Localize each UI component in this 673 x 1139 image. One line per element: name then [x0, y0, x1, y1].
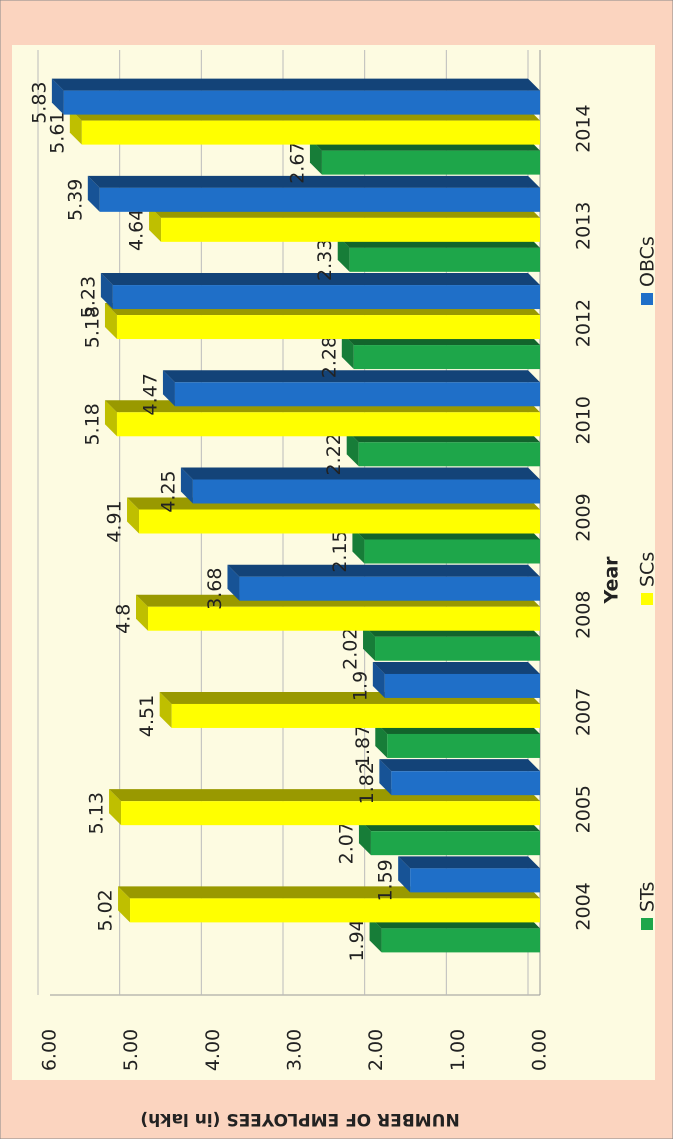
bar	[116, 412, 540, 437]
data-label: 1.82	[356, 762, 378, 804]
x-tick-label: 2010	[573, 396, 595, 444]
data-label: 5.23	[77, 276, 99, 318]
data-label: 4.91	[104, 500, 126, 542]
bar	[161, 217, 540, 242]
x-tick-label: 2008	[573, 591, 595, 639]
legend-swatch	[641, 293, 653, 305]
data-label: 4.51	[136, 695, 158, 737]
bar	[321, 150, 541, 175]
data-label: 2.02	[340, 628, 362, 670]
bar-side	[372, 661, 540, 674]
bar-top	[127, 497, 140, 534]
data-label: 5.02	[95, 889, 117, 931]
x-tick-label: 2007	[573, 688, 595, 736]
bar	[139, 509, 540, 534]
x-tick-label: 2004	[573, 882, 595, 930]
bar	[239, 576, 540, 601]
bar	[121, 801, 541, 826]
data-label: 2.22	[323, 433, 345, 475]
x-tick-label: 2012	[573, 299, 595, 347]
legend-swatch	[641, 593, 653, 605]
y-tick-label: 5.00	[120, 1029, 142, 1071]
data-label: 4.64	[126, 209, 148, 251]
data-label: 2.15	[329, 530, 351, 572]
data-label: 5.39	[64, 179, 86, 221]
bar	[81, 120, 540, 145]
bar	[387, 733, 540, 758]
x-tick-label: 2009	[573, 493, 595, 541]
bar	[370, 831, 541, 856]
x-tick-label: 2005	[573, 785, 595, 833]
x-tick-label: 2014	[573, 104, 595, 152]
bar	[353, 345, 540, 370]
y-tick-label: 6.00	[39, 1029, 61, 1071]
legend-label: OBCs	[637, 236, 659, 287]
bar-side	[51, 78, 540, 91]
data-label: 4.8	[113, 604, 135, 634]
bar-side	[162, 370, 540, 383]
bar	[192, 479, 541, 504]
y-tick-label: 4.00	[202, 1029, 224, 1071]
x-tick-label: 2013	[573, 202, 595, 250]
bar	[130, 898, 541, 923]
bar-side	[87, 175, 540, 188]
bar	[364, 539, 540, 564]
bar	[384, 673, 541, 698]
data-label: 2.67	[286, 141, 308, 183]
bar	[358, 442, 541, 467]
y-tick-label: 1.00	[447, 1029, 469, 1071]
legend-swatch	[641, 918, 653, 930]
data-label: 2.28	[318, 336, 340, 378]
x-axis-title: Year	[601, 556, 623, 605]
data-label: 5.83	[28, 81, 50, 123]
data-label: 1.59	[375, 859, 397, 901]
bar-side	[379, 759, 540, 772]
bar-side	[398, 856, 540, 869]
bar	[174, 382, 540, 407]
data-label: 1.9	[349, 671, 371, 701]
legend-label: STs	[637, 882, 659, 912]
bar	[148, 606, 540, 631]
y-axis-title: NUMBER OF EMPLOYEES (in lakh)	[140, 1109, 459, 1129]
data-label: 1.87	[352, 725, 374, 767]
bar	[349, 247, 541, 272]
chart-body: NUMBER OF EMPLOYEES (in lakh) Year 0.00 1…	[28, 50, 659, 1129]
data-label: 5.18	[81, 306, 103, 348]
bar-side	[180, 467, 540, 480]
bar	[381, 928, 541, 953]
data-label: 2.33	[314, 239, 336, 281]
y-tick-label: 0.00	[529, 1029, 551, 1071]
bar-side	[100, 273, 540, 286]
data-label: 5.61	[46, 111, 68, 153]
bar	[391, 771, 540, 796]
bar	[63, 90, 541, 115]
bar	[112, 285, 540, 310]
legend-label: SCs	[637, 552, 659, 587]
bar	[171, 703, 541, 728]
data-label: 3.68	[204, 568, 226, 610]
data-label: 4.47	[139, 373, 161, 415]
data-label: 5.18	[81, 403, 103, 445]
data-label: 4.25	[157, 470, 179, 512]
bar	[410, 868, 540, 893]
bar	[99, 187, 540, 212]
bar	[375, 636, 540, 661]
data-label: 2.07	[335, 822, 357, 864]
bar-top	[118, 886, 131, 923]
data-label: 1.94	[346, 919, 368, 961]
y-tick-label: 3.00	[284, 1029, 306, 1071]
y-tick-label: 2.00	[365, 1029, 387, 1071]
bar-side	[227, 564, 540, 577]
bar	[116, 315, 540, 340]
data-label: 5.13	[86, 792, 108, 834]
